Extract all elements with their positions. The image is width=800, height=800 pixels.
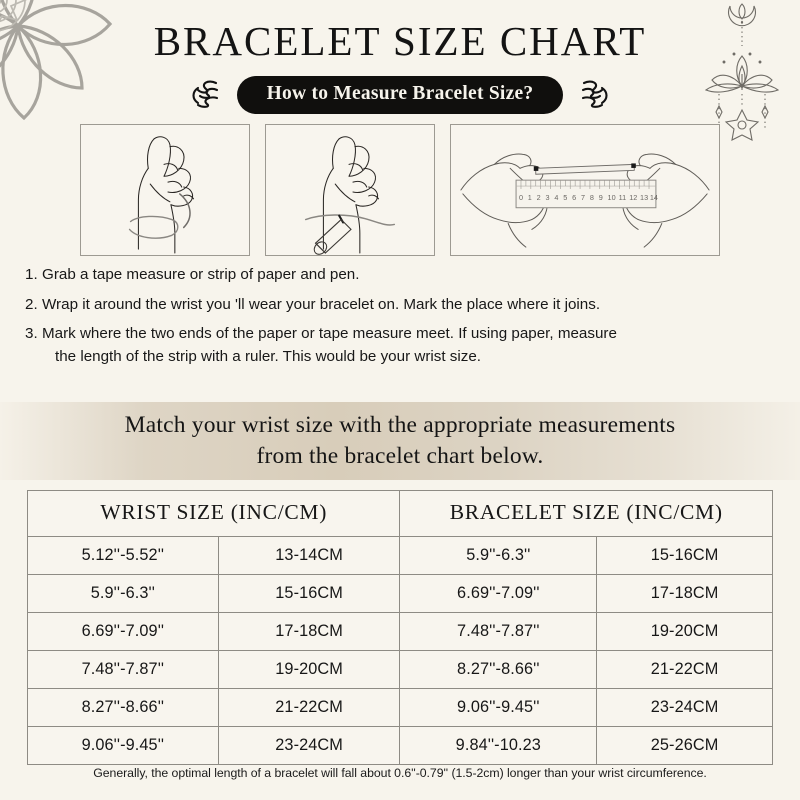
cell-wrist-inch: 5.9''-6.3'' xyxy=(27,574,219,613)
panel-hand-marking-tape xyxy=(265,124,435,256)
cell-wrist-cm: 21-22CM xyxy=(217,688,401,727)
swirl-flourish-right-icon xyxy=(582,80,608,108)
step-text: Mark where the two ends of the paper or … xyxy=(42,325,617,343)
table-row: 6.69''-7.09'' 17-18CM 7.48''-7.87'' 19-2… xyxy=(27,612,773,651)
cell-bracelet-inch: 5.9''-6.3'' xyxy=(399,536,598,575)
ruler-tick-4: 4 xyxy=(554,193,558,202)
column-header-wrist-size: WRIST SIZE (INC/CM) xyxy=(26,490,401,537)
cell-wrist-inch: 7.48''-7.87'' xyxy=(27,650,219,689)
swirl-flourish-left-icon xyxy=(192,80,218,108)
cell-bracelet-inch: 9.84''-10.23 xyxy=(399,726,598,765)
cell-bracelet-cm: 23-24CM xyxy=(596,688,773,727)
ruler-tick-12: 12 xyxy=(629,193,637,202)
list-item: 2. Wrap it around the wrist you 'll wear… xyxy=(25,293,782,316)
cell-bracelet-inch: 9.06''-9.45'' xyxy=(399,688,598,727)
cell-wrist-cm: 23-24CM xyxy=(217,726,401,765)
panel-hands-with-ruler: 0 1 2 3 4 5 6 7 8 9 10 11 12 13 14 xyxy=(450,124,720,256)
bracelet-size-table: WRIST SIZE (INC/CM) BRACELET SIZE (INC/C… xyxy=(26,490,773,765)
cell-bracelet-cm: 17-18CM xyxy=(596,574,773,613)
cell-wrist-cm: 19-20CM xyxy=(217,650,401,689)
ruler-tick-2: 2 xyxy=(537,193,541,202)
match-size-banner: Match your wrist size with the appropria… xyxy=(0,402,800,480)
banner-line-1: Match your wrist size with the appropria… xyxy=(124,411,676,438)
table-row: 8.27''-8.66'' 21-22CM 9.06''-9.45'' 23-2… xyxy=(27,688,773,727)
illustration-panels: 0 1 2 3 4 5 6 7 8 9 10 11 12 13 14 xyxy=(80,124,720,256)
hands-measuring-strip-with-ruler-illustration: 0 1 2 3 4 5 6 7 8 9 10 11 12 13 14 xyxy=(460,153,710,248)
ruler-tick-3: 3 xyxy=(546,193,550,202)
step-text-continued: the length of the strip with a ruler. Th… xyxy=(55,348,482,366)
step-number: 2. xyxy=(25,295,38,313)
cell-bracelet-cm: 25-26CM xyxy=(596,726,773,765)
table-row: 5.9''-6.3'' 15-16CM 6.69''-7.09'' 17-18C… xyxy=(27,574,773,613)
ruler-tick-6: 6 xyxy=(572,193,576,202)
list-item: 1. Grab a tape measure or strip of paper… xyxy=(25,263,782,286)
cell-wrist-inch: 6.69''-7.09'' xyxy=(27,612,219,651)
cell-bracelet-inch: 6.69''-7.09'' xyxy=(399,574,598,613)
cell-wrist-inch: 9.06''-9.45'' xyxy=(27,726,219,765)
ruler-tick-5: 5 xyxy=(563,193,567,202)
banner-line-2: from the bracelet chart below. xyxy=(256,443,544,469)
panel-hand-with-tape xyxy=(80,124,250,256)
cell-bracelet-cm: 19-20CM xyxy=(596,612,773,651)
table-row: 7.48''-7.87'' 19-20CM 8.27''-8.66'' 21-2… xyxy=(27,650,773,689)
table-row: 5.12''-5.52'' 13-14CM 5.9''-6.3'' 15-16C… xyxy=(27,536,773,575)
step-number: 1. xyxy=(25,266,38,283)
step-text: Wrap it around the wrist you 'll wear yo… xyxy=(42,295,601,313)
subtitle-row: How to Measure Bracelet Size? xyxy=(0,76,800,114)
ruler-tick-0: 0 xyxy=(519,193,523,202)
cell-bracelet-inch: 7.48''-7.87'' xyxy=(399,612,598,651)
cell-bracelet-cm: 21-22CM xyxy=(596,650,773,689)
page-title: BRACELET SIZE CHART xyxy=(153,18,647,64)
cell-wrist-cm: 17-18CM xyxy=(217,612,401,651)
ruler-tick-8: 8 xyxy=(590,193,594,202)
footer-note: Generally, the optimal length of a brace… xyxy=(93,766,707,780)
list-item: 3. Mark where the two ends of the paper … xyxy=(25,322,782,368)
ruler-tick-1: 1 xyxy=(528,193,532,202)
step-number: 3. xyxy=(25,325,38,343)
ruler-tick-9: 9 xyxy=(599,193,603,202)
hand-with-tape-measure-illustration xyxy=(128,136,195,254)
ruler-tick-7: 7 xyxy=(581,193,585,202)
size-chart-wrapper: WRIST SIZE (INC/CM) BRACELET SIZE (INC/C… xyxy=(26,490,773,765)
column-header-bracelet-size: BRACELET SIZE (INC/CM) xyxy=(399,490,773,537)
cell-wrist-cm: 13-14CM xyxy=(217,536,401,575)
step-text: Grab a tape measure or strip of paper an… xyxy=(42,266,360,283)
cell-wrist-cm: 15-16CM xyxy=(217,574,401,613)
ruler-tick-11: 11 xyxy=(619,193,627,202)
ruler-tick-10: 10 xyxy=(608,193,616,202)
measure-instructions: 1. Grab a tape measure or strip of paper… xyxy=(25,263,782,375)
cell-wrist-inch: 5.12''-5.52'' xyxy=(27,536,219,575)
table-row: 9.06''-9.45'' 23-24CM 9.84''-10.23 25-26… xyxy=(27,726,773,765)
cell-wrist-inch: 8.27''-8.66'' xyxy=(27,688,219,727)
table-header-row: WRIST SIZE (INC/CM) BRACELET SIZE (INC/C… xyxy=(26,490,773,537)
cell-bracelet-inch: 8.27''-8.66'' xyxy=(399,650,598,689)
hand-marking-tape-with-pen-illustration xyxy=(304,136,396,255)
ruler-tick-13: 13 xyxy=(640,193,648,202)
how-to-measure-badge: How to Measure Bracelet Size? xyxy=(236,76,564,114)
ruler-tick-14: 14 xyxy=(650,193,658,202)
cell-bracelet-cm: 15-16CM xyxy=(596,536,773,575)
